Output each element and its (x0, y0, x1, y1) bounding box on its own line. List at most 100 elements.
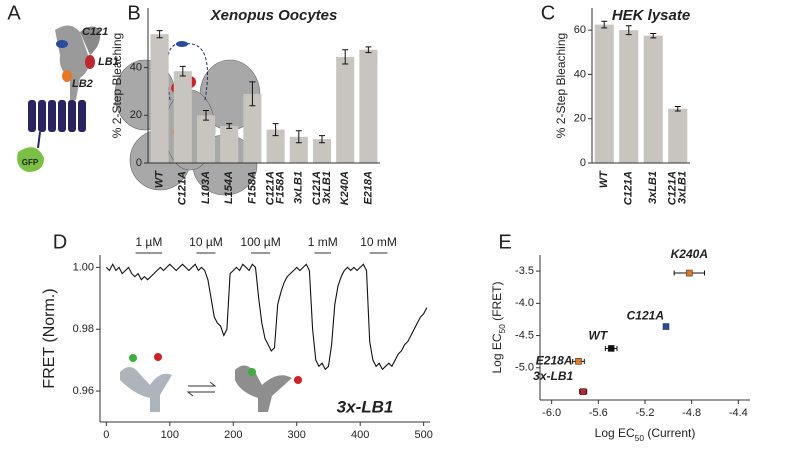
error-bar (365, 46, 372, 54)
y-tick-label: 0.96 (73, 385, 94, 397)
error-bar (249, 81, 256, 107)
panel-label: D (53, 231, 67, 253)
annotation: 3x-LB1 (337, 397, 394, 416)
category-label: C121A (623, 171, 635, 205)
x-axis-label-part: (Current) (644, 426, 695, 440)
bar (196, 115, 216, 163)
error-bar (156, 30, 163, 39)
donor-open (248, 368, 256, 376)
bar (289, 136, 308, 163)
panel-label: C (541, 2, 555, 24)
category-label: L103A (200, 171, 212, 204)
y-tick-label: -4.0 (515, 297, 534, 309)
x-tick-label: -6.0 (542, 407, 561, 419)
site-c121 (56, 40, 68, 48)
y-tick-label: 20 (130, 109, 142, 121)
category-label: 3xLB1 (647, 171, 659, 204)
label-gfp: GFP (22, 158, 39, 167)
x-tick-label: -4.8 (682, 407, 701, 419)
c121-site (176, 41, 188, 47)
point-label: E218A (536, 354, 573, 368)
acceptor-open (294, 376, 302, 384)
y-tick-label: 60 (574, 24, 586, 36)
point-label: K240A (671, 247, 708, 261)
stimulus-label: 100 µM (240, 235, 280, 249)
panel-label: A (7, 2, 21, 24)
trace (105, 263, 428, 371)
x-tick-label: 500 (414, 429, 432, 441)
point (575, 358, 582, 365)
error-bar (272, 123, 279, 137)
y-axis-label-part: (FRET) (490, 281, 504, 324)
point (686, 269, 693, 277)
category-label: C121A (265, 171, 277, 205)
panel-label: E (498, 231, 511, 253)
x-tick-label: 100 (161, 429, 179, 441)
category-label: C121A (667, 171, 679, 205)
category-label: E218A (362, 171, 374, 205)
y-tick-label: 0 (580, 157, 586, 169)
stimulus-label: 10 µM (189, 235, 223, 249)
linker (37, 131, 41, 149)
error-bar (319, 135, 325, 144)
y-axis-label: % 2-Step Bleaching (110, 33, 124, 138)
x-tick-label: -4.4 (729, 407, 748, 419)
y-tick-label: 40 (130, 62, 142, 74)
category-label: F158A (246, 171, 258, 204)
x-axis-label: Log EC50 (Current) (595, 426, 696, 443)
error-bar (625, 25, 632, 36)
y-tick-label: 40 (574, 68, 586, 80)
bar (173, 71, 192, 163)
gfp-shape (17, 147, 44, 172)
stimulus-label: 1 µM (135, 235, 162, 249)
site-lb2 (62, 70, 72, 82)
y-axis-label-part: Log EC (490, 333, 504, 373)
bar (150, 34, 169, 163)
point (662, 323, 670, 330)
category-label: C121A (311, 171, 323, 205)
x-axis-label-part: Log EC (595, 426, 635, 440)
tm-helices (28, 100, 86, 132)
x-axis-label-part: 50 (635, 433, 645, 443)
equilibrium-arrows (186, 381, 217, 397)
bar (668, 108, 688, 163)
bar (220, 126, 239, 163)
category-label: WT (598, 170, 610, 188)
point-label: WT (589, 329, 609, 343)
bar (359, 49, 378, 163)
panel-label: B (127, 2, 140, 24)
bar (266, 129, 285, 163)
receptor-lobe (80, 26, 101, 55)
chart-title: Xenopus Oocytes (210, 7, 338, 24)
y-tick-label: 0.98 (73, 323, 94, 335)
error-bar (179, 65, 186, 77)
point-label: 3x-LB1 (533, 369, 573, 383)
cartoon-d (120, 353, 302, 412)
error-bar (295, 130, 302, 144)
chart-title: HEK lysate (612, 7, 690, 24)
acceptor (154, 353, 162, 361)
y-axis-label: % 2-Step Bleaching (554, 33, 568, 138)
x-tick-label: -5.6 (589, 407, 608, 419)
bar (243, 93, 262, 163)
point (579, 388, 587, 395)
x-tick-label: 200 (224, 429, 242, 441)
x-tick-label: 0 (103, 429, 109, 441)
error-bar (674, 106, 681, 112)
category-label: F158A (275, 171, 287, 204)
donor (129, 354, 137, 362)
category-label: 3xLB1 (321, 171, 333, 204)
closed-state (120, 367, 172, 412)
bar (643, 35, 663, 163)
bar (312, 139, 332, 163)
category-label: K240A (339, 171, 351, 205)
label-lb2: LB2 (72, 78, 93, 90)
point (607, 345, 615, 352)
y-tick-label: -3.5 (515, 265, 534, 277)
x-tick-label: 400 (351, 429, 369, 441)
bar (336, 56, 355, 164)
x-tick-label: 300 (288, 429, 306, 441)
bar (594, 24, 614, 163)
y-axis-label-part: 50 (497, 324, 507, 334)
